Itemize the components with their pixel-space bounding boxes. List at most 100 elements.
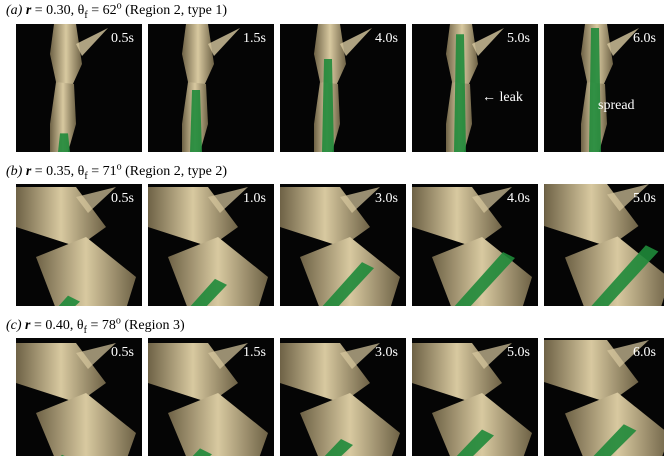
time-label: 0.5s <box>111 31 134 46</box>
leg-spine <box>472 343 512 369</box>
time-label: 0.5s <box>111 345 134 360</box>
leg-image <box>16 343 136 456</box>
dye-column <box>58 133 70 152</box>
leg-spine <box>472 187 512 213</box>
region-text: (Region 2, type 2) <box>121 164 228 179</box>
dye-column <box>589 28 601 152</box>
time-label: 3.0s <box>375 345 398 360</box>
time-label: 5.0s <box>507 345 530 360</box>
leg-image <box>280 187 400 306</box>
leg-spine <box>76 28 108 56</box>
time-label: 3.0s <box>375 191 398 206</box>
leg-spine <box>340 28 372 56</box>
leg-lower-segment <box>565 392 664 456</box>
dye-column <box>456 429 494 456</box>
leg-lower-segment <box>432 393 532 456</box>
leg-spine <box>340 187 380 213</box>
leg-image <box>16 187 136 306</box>
time-label: 6.0s <box>633 345 656 360</box>
panel-letter: (b) <box>6 164 23 179</box>
time-label: 4.0s <box>375 31 398 46</box>
row-a-strip: 0.5s 1.5s 4.0s 5.0s ← leak 6.0s spread <box>16 24 664 152</box>
time-label: 6.0s <box>633 31 656 46</box>
frame-c-3: 3.0s <box>280 338 406 456</box>
row-b-strip: 0.5s 1.0s 3.0s 4.0s 5.0s <box>16 184 664 306</box>
leg-image <box>446 24 504 152</box>
leg-lower-segment <box>565 236 664 306</box>
leg-image <box>544 340 664 456</box>
theta-value: = 62 <box>87 3 117 18</box>
leg-spine <box>76 187 116 213</box>
leg-upper-segment <box>182 24 214 86</box>
row-b-caption: (b) r = 0.35, θf = 71o (Region 2, type 2… <box>6 162 228 182</box>
frame-c-5: 6.0s <box>544 338 664 456</box>
dye-column <box>454 34 466 152</box>
leg-lower-segment <box>36 237 136 306</box>
frame-c-4: 5.0s <box>412 338 538 456</box>
time-label: 1.5s <box>243 345 266 360</box>
row-c-strip: 0.5s 1.5s 3.0s 5.0s 6.0s <box>16 338 664 456</box>
leg-lower-segment <box>168 393 268 456</box>
leg-spine <box>607 28 639 56</box>
dye-column <box>190 90 202 152</box>
leg-image <box>148 187 268 306</box>
frame-b-3: 3.0s <box>280 184 406 306</box>
leg-spine <box>208 187 248 213</box>
leg-image <box>280 343 400 456</box>
dye-column <box>454 252 515 306</box>
dye-column <box>593 424 637 456</box>
time-label: 1.5s <box>243 31 266 46</box>
dye-column <box>324 438 353 456</box>
frame-b-2: 1.0s <box>148 184 274 306</box>
degree-mark: o <box>115 315 121 327</box>
leg-lower-segment <box>168 237 268 306</box>
panel-letter: (a) <box>6 3 23 18</box>
r-value: = 0.40, θ <box>30 318 84 333</box>
leg-lower-segment <box>36 393 136 456</box>
leg-image <box>314 24 372 152</box>
leg-upper-segment <box>314 24 346 86</box>
leg-spine <box>208 343 248 369</box>
leg-lower-segment <box>50 82 76 152</box>
leg-image <box>544 184 664 306</box>
leg-lower-segment <box>300 237 400 306</box>
r-value: = 0.35, θ <box>31 164 85 179</box>
frame-c-2: 1.5s <box>148 338 274 456</box>
time-label: 1.0s <box>243 191 266 206</box>
dye-column <box>58 295 80 306</box>
theta-subscript: f <box>84 170 88 182</box>
time-label: 4.0s <box>507 191 530 206</box>
leg-image <box>182 24 240 152</box>
r-symbol: r <box>25 164 32 179</box>
r-symbol: r <box>25 3 32 18</box>
dye-column <box>322 262 374 306</box>
frame-a-1: 0.5s <box>16 24 142 152</box>
r-symbol: r <box>25 318 31 333</box>
degree-mark: o <box>116 0 122 12</box>
leg-spine <box>472 28 504 56</box>
leg-image <box>581 24 639 152</box>
dye-column <box>192 448 212 456</box>
frame-a-2: 1.5s <box>148 24 274 152</box>
theta-value: = 71 <box>87 164 117 179</box>
leg-spine <box>607 340 649 368</box>
dye-column <box>190 278 227 306</box>
leg-lower-segment <box>300 393 400 456</box>
time-label: 5.0s <box>633 191 656 206</box>
panel-letter: (c) <box>6 318 22 333</box>
time-label: 5.0s <box>507 31 530 46</box>
leg-lower-segment <box>432 237 532 306</box>
r-value: = 0.30, θ <box>31 3 85 18</box>
theta-subscript: f <box>83 324 87 336</box>
region-text: (Region 3) <box>120 318 185 333</box>
dye-column <box>591 245 659 306</box>
frame-b-5: 5.0s <box>544 184 664 306</box>
theta-value: = 78 <box>86 318 116 333</box>
leg-spine <box>340 343 380 369</box>
row-a-caption: (a) r = 0.30, θf = 62o (Region 2, type 1… <box>6 0 227 20</box>
spread-annotation: spread <box>598 98 635 113</box>
leg-image <box>148 343 268 456</box>
frame-a-5: 6.0s spread <box>544 24 664 152</box>
frame-a-4: 5.0s ← leak <box>412 24 538 152</box>
